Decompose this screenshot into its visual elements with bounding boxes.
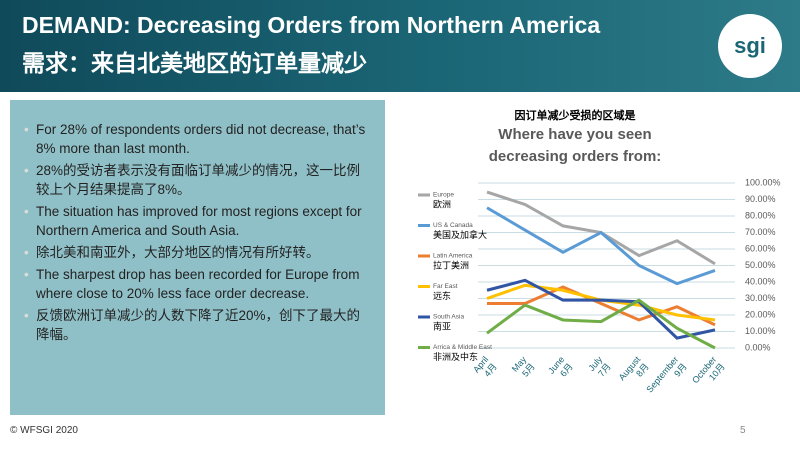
- bullet: For 28% of respondents orders did not de…: [24, 120, 371, 158]
- legend-label-cn: 非洲及中东: [433, 351, 478, 362]
- bullet: 28%的受访者表示没有面临订单减少的情况，这一比例较上个月结果提高了8%。: [24, 161, 371, 199]
- chart-title-cn: 因订单减少受损的区域是: [515, 108, 637, 122]
- series-line: [486, 298, 716, 350]
- series-line: [487, 285, 716, 327]
- text-panel: For 28% of respondents orders did not de…: [10, 100, 385, 415]
- legend-label: Latin America: [433, 253, 473, 260]
- legend-label-cn: 欧洲: [433, 198, 451, 209]
- y-tick-label: 10.00%: [745, 326, 776, 336]
- bullet: The situation has improved for most regi…: [24, 202, 371, 240]
- y-tick-label: 0.00%: [745, 342, 771, 352]
- header-title: DEMAND: Decreasing Orders from Northern …: [22, 12, 601, 38]
- legend-label: US & Canada: [433, 222, 473, 229]
- legend-label-cn: 南亚: [433, 320, 451, 331]
- y-tick-label: 30.00%: [745, 293, 776, 303]
- logo: sgi: [718, 14, 782, 78]
- y-tick-label: 70.00%: [745, 227, 776, 237]
- legend-label-cn: 远东: [433, 290, 451, 301]
- legend-label-cn: 拉丁美洲: [433, 259, 469, 270]
- y-tick-label: 20.00%: [745, 309, 776, 319]
- y-tick-label: 50.00%: [745, 260, 776, 270]
- series-line: [486, 278, 716, 340]
- bullet: 除北美和南亚外，大部分地区的情况有所好转。: [24, 243, 371, 262]
- y-tick-label: 80.00%: [745, 210, 776, 220]
- legend-label: Far East: [433, 283, 458, 290]
- chart-title-box: Where have you seen decreasing orders fr…: [488, 126, 662, 165]
- bullet: 反馈欧洲订单减少的人数下降了近20%，创下了最大的降幅。: [24, 306, 371, 344]
- series-line: [486, 206, 716, 286]
- copyright: © WFSGI 2020: [10, 425, 78, 436]
- header-subtitle: 需求：来自北美地区的订单量减少: [22, 50, 367, 76]
- chart-title: Where have you seen decreasing orders fr…: [488, 126, 662, 165]
- legend-label-cn: 美国及加拿大: [433, 229, 487, 240]
- legend-label: South Asia: [433, 314, 464, 321]
- bullet-list: For 28% of respondents orders did not de…: [10, 120, 385, 344]
- bullet: The sharpest drop has been recorded for …: [24, 265, 371, 303]
- header: DEMAND: Decreasing Orders from Northern …: [0, 0, 800, 92]
- y-tick-label: 100.00%: [745, 177, 781, 187]
- y-tick-label: 90.00%: [745, 194, 776, 204]
- page-number: 5: [740, 425, 746, 436]
- y-tick-label: 40.00%: [745, 276, 776, 286]
- legend-label: Arrica & Middle East: [433, 344, 492, 351]
- legend-label: Europe: [433, 192, 454, 199]
- y-tick-label: 60.00%: [745, 243, 776, 253]
